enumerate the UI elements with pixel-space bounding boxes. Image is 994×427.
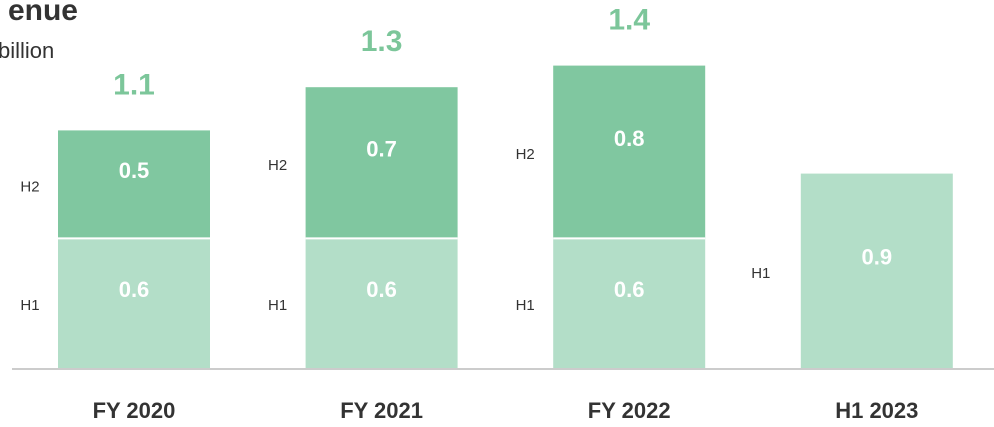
value-label: 0.7: [366, 137, 397, 162]
chart-subtitle: billion: [0, 38, 54, 63]
segment-name: H1: [516, 297, 535, 314]
bar-segment: [305, 87, 458, 239]
value-label: 0.9: [862, 245, 893, 270]
value-label: 0.6: [119, 277, 150, 302]
segment-name: H2: [516, 146, 535, 163]
value-label: 0.8: [614, 126, 645, 151]
bar-segment: [58, 238, 210, 368]
value-label: 0.6: [614, 277, 645, 302]
total-label: 1.1: [113, 68, 155, 101]
x-tick-label: FY 2021: [340, 398, 423, 423]
bar-segment: [800, 173, 953, 368]
segment-name: H2: [20, 178, 39, 195]
value-label: 0.5: [119, 158, 150, 183]
total-label: 1.3: [361, 25, 403, 58]
value-label: 0.6: [366, 277, 397, 302]
x-tick-label: H1 2023: [835, 398, 918, 423]
segment-name: H1: [20, 297, 39, 314]
total-label: 1.4: [608, 4, 650, 37]
segment-name: H1: [268, 297, 287, 314]
chart-title: enue: [8, 0, 78, 27]
bar-segment: [553, 65, 706, 239]
x-tick-label: FY 2022: [588, 398, 671, 423]
bar-segment: [305, 238, 458, 368]
segment-name: H1: [751, 265, 770, 282]
bar-segment: [58, 130, 210, 239]
x-tick-label: FY 2020: [93, 398, 176, 423]
bar-segment: [553, 238, 706, 368]
segment-name: H2: [268, 157, 287, 174]
